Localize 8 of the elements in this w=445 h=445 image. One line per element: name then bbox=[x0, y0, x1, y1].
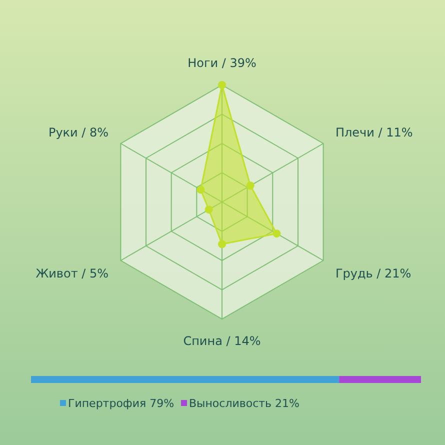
legend-label: Гипертрофия 79% bbox=[68, 397, 174, 410]
spoke-label: Грудь / 21% bbox=[335, 266, 412, 280]
spoke-label: Живот / 5% bbox=[36, 266, 109, 280]
legend-label: Выносливость 21% bbox=[189, 397, 300, 410]
spoke-label: Руки / 8% bbox=[48, 126, 109, 140]
spoke-label: Спина / 14% bbox=[183, 334, 261, 348]
spoke-label: Плечи / 11% bbox=[335, 126, 413, 140]
spoke-label: Ноги / 39% bbox=[188, 56, 256, 70]
